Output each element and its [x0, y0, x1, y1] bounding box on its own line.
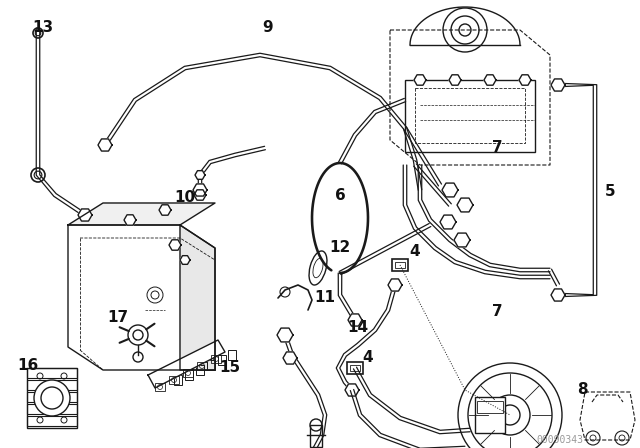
Circle shape [128, 325, 148, 345]
Circle shape [33, 28, 43, 38]
Polygon shape [68, 225, 215, 370]
Text: 14: 14 [348, 320, 369, 336]
Text: 16: 16 [17, 358, 38, 372]
Bar [27, 368, 77, 428]
Polygon shape [442, 183, 458, 197]
Bar [27, 392, 77, 402]
Text: 4: 4 [410, 245, 420, 259]
Polygon shape [193, 184, 207, 196]
Bar [218, 355, 225, 365]
Polygon shape [277, 328, 293, 342]
Text: 8: 8 [577, 383, 588, 397]
Circle shape [31, 168, 45, 182]
Polygon shape [148, 340, 225, 388]
Polygon shape [195, 171, 205, 179]
Bar [395, 262, 405, 268]
Polygon shape [283, 352, 297, 364]
Polygon shape [194, 190, 206, 200]
Polygon shape [388, 279, 402, 291]
Polygon shape [348, 314, 362, 326]
Text: 4: 4 [363, 350, 373, 366]
Polygon shape [457, 198, 473, 212]
Bar [183, 369, 193, 377]
Text: 11: 11 [314, 290, 335, 306]
Polygon shape [449, 75, 461, 85]
Bar [27, 368, 77, 378]
Bar [228, 349, 236, 360]
Text: 17: 17 [108, 310, 129, 326]
Polygon shape [440, 215, 456, 229]
Polygon shape [180, 256, 190, 264]
Polygon shape [124, 215, 136, 225]
Bar [197, 362, 207, 370]
Bar [211, 355, 221, 363]
Text: 10: 10 [175, 190, 196, 206]
Text: 00090343: 00090343 [536, 435, 584, 445]
Bar [347, 362, 363, 374]
Text: 5: 5 [605, 185, 615, 199]
Bar [415, 88, 525, 143]
Text: 9: 9 [262, 21, 273, 35]
Bar [27, 380, 77, 390]
Bar [169, 376, 179, 384]
Bar [405, 80, 535, 152]
Bar [185, 370, 193, 380]
Bar [392, 259, 408, 271]
Bar [155, 383, 165, 391]
Polygon shape [98, 139, 112, 151]
Polygon shape [551, 79, 565, 91]
Bar [27, 404, 77, 414]
Bar [196, 365, 204, 375]
Text: 7: 7 [492, 141, 502, 155]
Bar [174, 375, 182, 385]
Polygon shape [519, 75, 531, 85]
Text: 6: 6 [335, 188, 346, 202]
Polygon shape [551, 289, 565, 301]
Text: 7: 7 [492, 305, 502, 319]
Polygon shape [454, 233, 470, 247]
Bar [207, 360, 214, 370]
Polygon shape [68, 203, 215, 225]
Polygon shape [169, 240, 181, 250]
Polygon shape [484, 75, 496, 85]
Circle shape [34, 380, 70, 416]
Polygon shape [414, 75, 426, 85]
Polygon shape [180, 225, 215, 370]
Text: 12: 12 [330, 241, 351, 255]
Polygon shape [78, 209, 92, 221]
Bar [27, 416, 77, 426]
Text: 15: 15 [220, 361, 241, 375]
Polygon shape [345, 384, 359, 396]
Polygon shape [159, 205, 171, 215]
Bar [350, 365, 360, 371]
Bar [475, 397, 505, 433]
Bar [310, 425, 322, 447]
Bar [477, 401, 503, 413]
Text: 13: 13 [33, 21, 54, 35]
Circle shape [133, 352, 143, 362]
